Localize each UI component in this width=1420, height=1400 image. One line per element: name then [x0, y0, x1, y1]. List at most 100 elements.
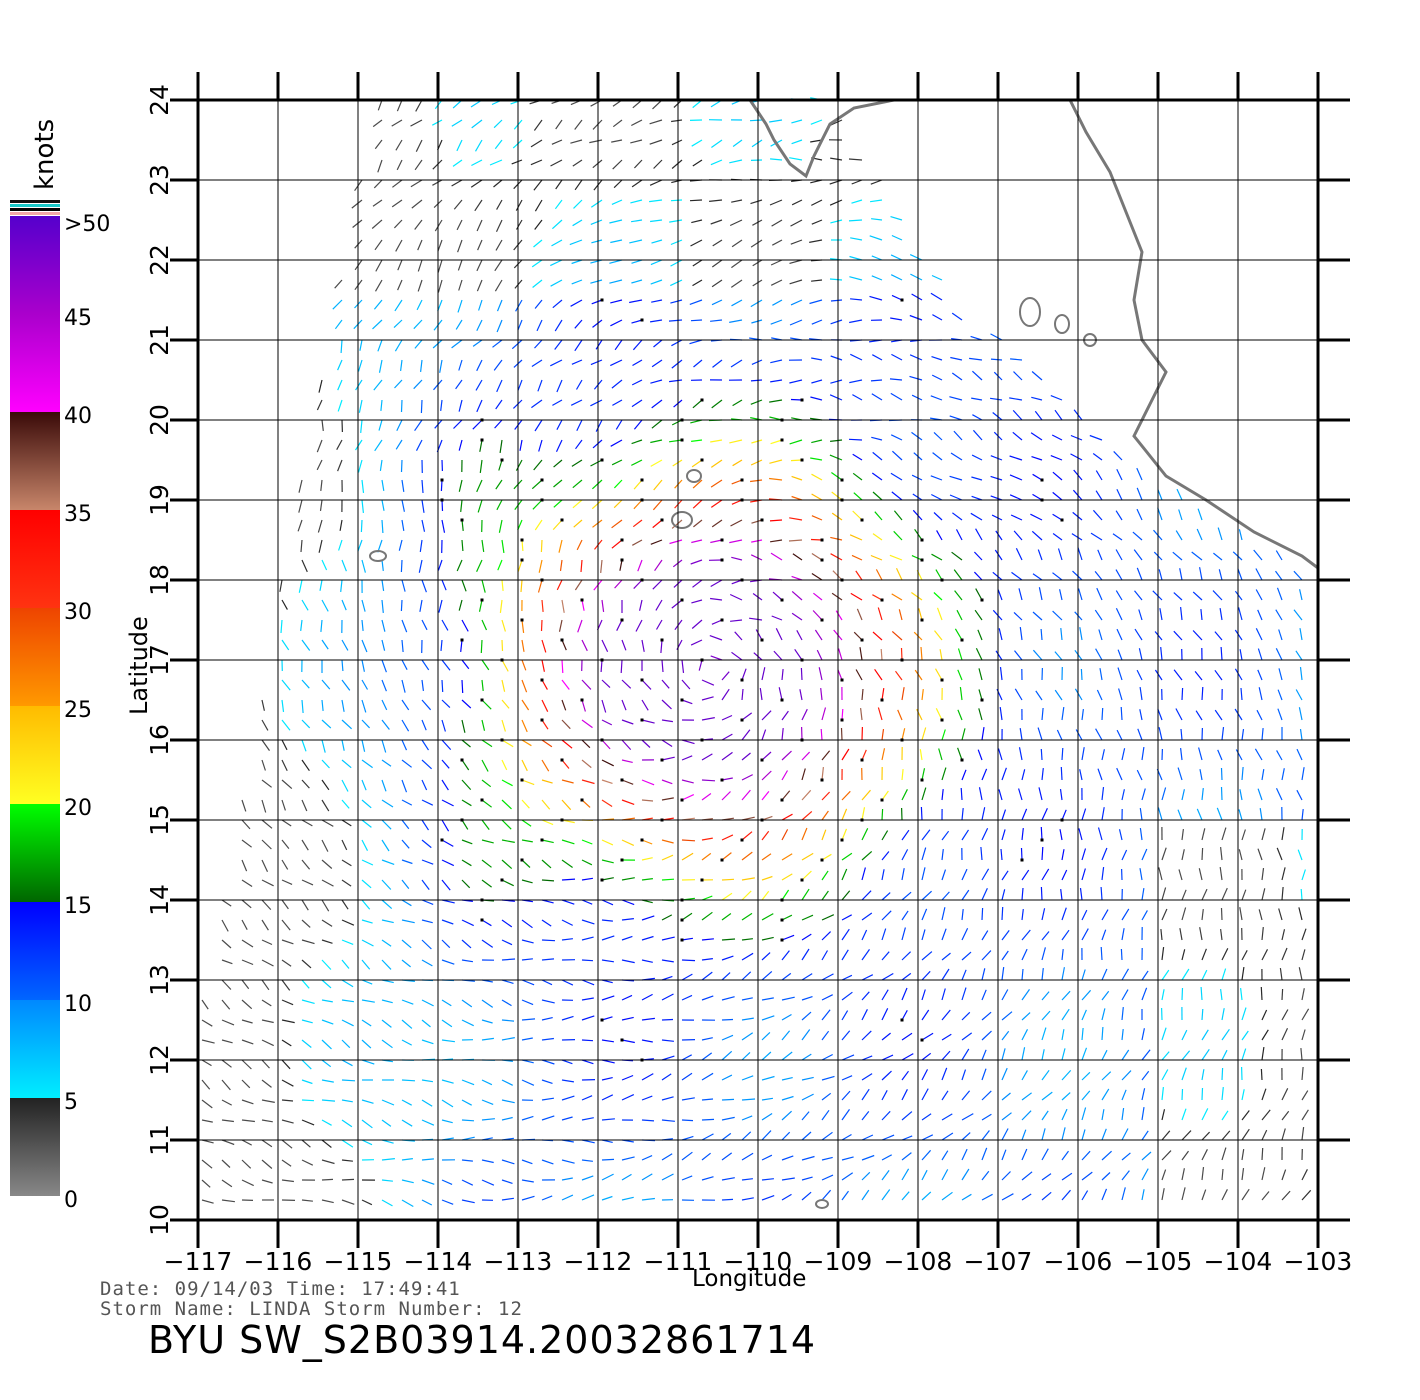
- wind-vector: [1234, 590, 1243, 601]
- wind-vector: [1061, 1029, 1065, 1041]
- wind-vector: [281, 599, 288, 610]
- wind-vector: [1019, 627, 1023, 641]
- wind-vector: [999, 667, 1003, 681]
- wind-vector: [541, 1017, 553, 1021]
- wind-vector: [652, 499, 663, 511]
- wind-vector: [701, 753, 713, 761]
- wind-vector: [1141, 848, 1148, 861]
- wind-vector: [261, 1019, 274, 1024]
- wind-vector: [494, 259, 503, 272]
- wind-vector: [750, 459, 763, 466]
- wind-vector: [611, 459, 623, 466]
- wind-vector: [881, 1054, 894, 1061]
- wind-vector: [541, 779, 553, 784]
- wind-vector: [419, 599, 423, 612]
- wind-vector: [911, 592, 923, 601]
- wind-vector: [881, 1090, 888, 1101]
- wind-vector: [1095, 728, 1103, 741]
- wind-vector: [601, 599, 605, 612]
- wind-vector: [820, 688, 823, 701]
- wind-vector: [981, 727, 985, 741]
- wind-vector: [1101, 990, 1110, 1001]
- wind-vector: [641, 1119, 655, 1122]
- wind-vector: [261, 779, 272, 788]
- wind-vector: [990, 475, 1003, 481]
- wind-vector: [710, 159, 723, 166]
- wind-vector: [1261, 1129, 1268, 1141]
- wind-vector: [472, 419, 483, 430]
- wind-vector: [788, 539, 803, 542]
- wind-vector: [661, 854, 674, 861]
- wind-vector: [1275, 609, 1283, 621]
- wind-vector: [1037, 727, 1043, 741]
- wind-vector: [980, 846, 983, 861]
- wind-vector: [452, 159, 463, 167]
- wind-vector: [341, 719, 353, 730]
- wind-vector: [381, 739, 387, 753]
- wind-vector: [558, 539, 563, 553]
- wind-vector: [601, 699, 607, 713]
- wind-vector: [889, 378, 903, 381]
- wind-vector: [541, 958, 555, 961]
- wind-vector: [730, 279, 743, 288]
- latitude-tick-label: 14: [145, 884, 174, 916]
- wind-vector: [934, 668, 943, 681]
- wind-vector: [321, 1119, 332, 1126]
- wind-vector: [781, 950, 790, 961]
- rain-flag-dot: [920, 558, 924, 562]
- wind-vector: [821, 994, 833, 1001]
- wind-vector: [811, 552, 823, 561]
- wind-vector: [281, 839, 290, 849]
- wind-vector: [1059, 829, 1063, 841]
- wind-vector: [540, 619, 543, 632]
- wind-vector: [821, 750, 831, 761]
- latitude-tick-label: 13: [145, 964, 174, 996]
- wind-vector: [920, 806, 923, 821]
- wind-vector: [941, 988, 946, 1001]
- wind-vector: [461, 1019, 474, 1027]
- wind-vector: [558, 619, 563, 632]
- wind-vector: [801, 789, 812, 801]
- wind-vector: [821, 1174, 834, 1181]
- wind-vector: [954, 628, 963, 641]
- wind-vector: [641, 719, 655, 724]
- wind-vector: [1001, 1128, 1009, 1141]
- wind-vector: [1079, 888, 1083, 901]
- wind-vector: [241, 1059, 252, 1070]
- wind-vector: [1241, 1110, 1250, 1121]
- wind-vector: [561, 1059, 573, 1065]
- wind-vector: [741, 877, 755, 881]
- wind-vector: [801, 1191, 812, 1201]
- wind-vector: [341, 999, 354, 1003]
- wind-vector: [1013, 530, 1023, 541]
- wind-vector: [494, 139, 503, 150]
- wind-vector: [501, 1099, 515, 1104]
- wind-vector: [1115, 569, 1123, 581]
- latitude-tick-label: 18: [145, 564, 174, 596]
- wind-vector: [552, 519, 563, 531]
- wind-vector: [221, 999, 231, 1010]
- rain-flag-dot: [440, 838, 444, 842]
- wind-vector: [400, 559, 403, 573]
- wind-vector: [689, 299, 703, 305]
- wind-vector: [1199, 769, 1203, 781]
- wind-vector: [751, 539, 763, 543]
- wind-vector: [318, 539, 323, 553]
- wind-vector: [1220, 646, 1223, 661]
- wind-vector: [729, 539, 743, 544]
- wind-vector: [654, 559, 663, 572]
- rain-flag-dot: [480, 798, 484, 802]
- wind-vector: [1101, 1071, 1112, 1081]
- wind-vector: [730, 619, 743, 622]
- wind-vector: [1141, 1028, 1145, 1041]
- wind-vector: [1136, 567, 1143, 581]
- wind-vector: [1061, 929, 1070, 941]
- wind-vector: [1198, 747, 1203, 761]
- wind-vector: [1161, 1188, 1165, 1201]
- wind-vector: [1237, 568, 1243, 581]
- rain-flag-dot: [820, 778, 824, 782]
- wind-vector: [541, 859, 552, 869]
- wind-vector: [830, 355, 843, 361]
- wind-vector: [581, 1039, 594, 1042]
